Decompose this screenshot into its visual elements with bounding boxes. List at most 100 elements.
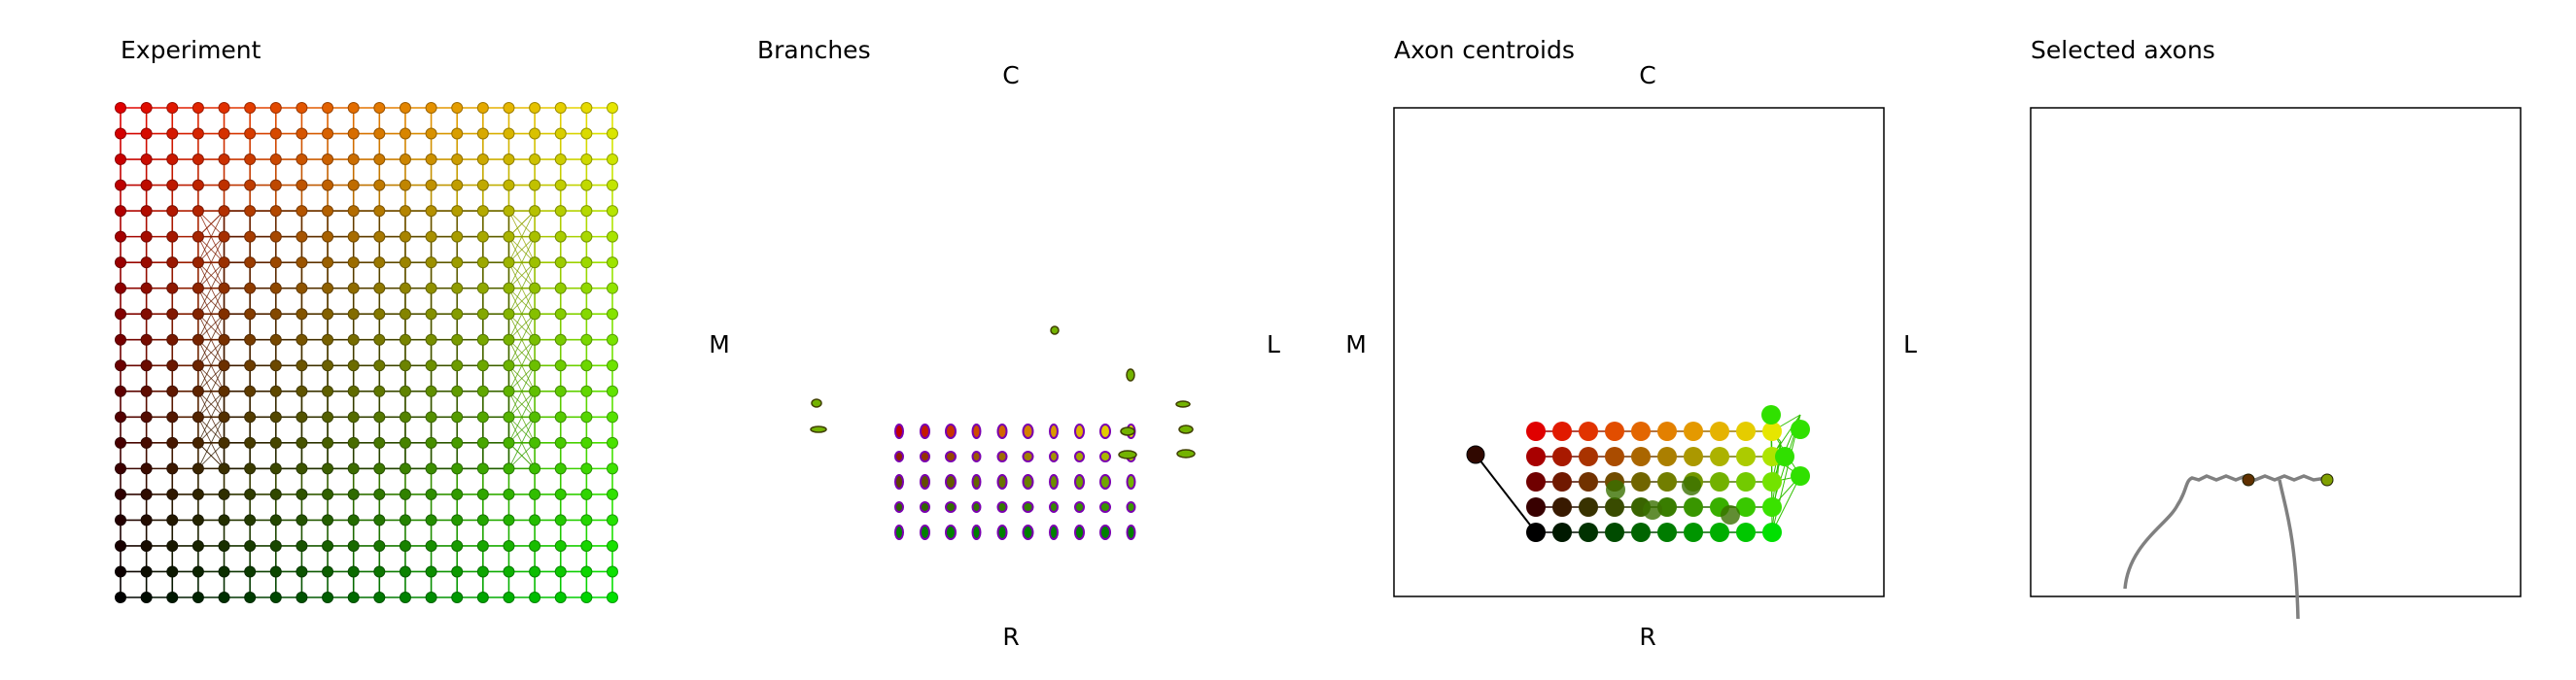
- grid-point: [399, 230, 411, 243]
- grid-point: [296, 488, 308, 500]
- branches-label-right: L: [1267, 330, 1280, 358]
- grid-point: [373, 592, 386, 603]
- grid-point: [166, 385, 179, 397]
- grid-point: [554, 102, 567, 114]
- grid-point: [115, 359, 126, 372]
- grid-point: [191, 205, 204, 218]
- grid-point: [373, 539, 386, 552]
- grid-point: [140, 514, 153, 527]
- grid-point: [347, 102, 360, 114]
- grid-point: [399, 436, 411, 449]
- branches-label-bottom: R: [1002, 623, 1019, 651]
- branch-blob-extra: [1176, 449, 1196, 459]
- grid-point: [373, 282, 386, 294]
- centroid-point: [1631, 447, 1651, 466]
- cross-link-right: [508, 236, 536, 289]
- centroid-point: [1526, 447, 1546, 466]
- grid-point: [399, 565, 411, 578]
- centroid-point: [1579, 422, 1598, 441]
- centroid-outlier-link: [1475, 454, 1537, 533]
- grid-point: [347, 411, 360, 424]
- grid-point: [347, 230, 360, 243]
- grid-point: [580, 153, 593, 166]
- centroid-point: [1579, 523, 1598, 542]
- grid-point: [425, 127, 437, 140]
- grid-point: [322, 127, 334, 140]
- grid-point: [140, 436, 153, 449]
- grid-point: [425, 359, 437, 372]
- grid-point: [373, 462, 386, 475]
- centroid-point: [1736, 472, 1756, 492]
- grid-point: [347, 179, 360, 191]
- grid-point: [296, 592, 308, 603]
- grid-point: [451, 514, 464, 527]
- grid-point: [373, 205, 386, 218]
- grid-point: [373, 256, 386, 269]
- centroid-point: [1552, 447, 1572, 466]
- grid-point: [322, 539, 334, 552]
- branch-blob: [996, 424, 1008, 439]
- grid-point: [476, 308, 489, 321]
- grid-point: [322, 333, 334, 346]
- grid-point: [476, 333, 489, 346]
- branch-blob: [894, 474, 904, 490]
- branch-blob: [894, 525, 904, 540]
- grid-point: [607, 256, 618, 269]
- grid-point: [269, 205, 282, 218]
- grid-point: [322, 256, 334, 269]
- grid-point: [399, 153, 411, 166]
- grid-point: [580, 282, 593, 294]
- grid-point: [373, 385, 386, 397]
- grid-point: [451, 539, 464, 552]
- grid-point: [269, 256, 282, 269]
- grid-point: [607, 230, 618, 243]
- grid-point: [322, 385, 334, 397]
- branch-blob: [894, 451, 904, 462]
- centroid-point-extra: [1682, 476, 1701, 495]
- grid-point: [296, 308, 308, 321]
- grid-point: [425, 256, 437, 269]
- grid-point: [476, 205, 489, 218]
- grid-point: [191, 153, 204, 166]
- grid-point: [554, 205, 567, 218]
- branch-blob: [920, 474, 930, 490]
- cross-link-left: [197, 442, 225, 469]
- grid-point: [607, 282, 618, 294]
- grid-point: [322, 514, 334, 527]
- grid-point: [373, 565, 386, 578]
- grid-point: [140, 411, 153, 424]
- grid-point: [373, 127, 386, 140]
- grid-point: [607, 565, 618, 578]
- branches-plot: [810, 325, 1196, 540]
- grid-point: [373, 436, 386, 449]
- branch-blob: [1049, 501, 1059, 513]
- branch-blob: [1074, 451, 1085, 462]
- cross-link-left: [197, 261, 225, 315]
- grid-point: [607, 488, 618, 500]
- grid-point: [607, 127, 618, 140]
- grid-point: [503, 514, 515, 527]
- grid-point: [244, 127, 257, 140]
- centroid-point: [1579, 447, 1598, 466]
- grid-point: [347, 462, 360, 475]
- centroid-point: [1657, 497, 1677, 517]
- branch-blob-extra: [1175, 400, 1191, 408]
- centroid-point: [1526, 472, 1546, 492]
- grid-point: [115, 282, 126, 294]
- grid-point: [140, 230, 153, 243]
- grid-point: [296, 565, 308, 578]
- grid-point: [451, 411, 464, 424]
- cross-link-left: [197, 365, 225, 418]
- centroid-fan-link: [1771, 475, 1801, 533]
- grid-point: [218, 436, 230, 449]
- grid-point: [166, 230, 179, 243]
- centroid-point-extra: [1791, 466, 1810, 486]
- centroid-point: [1552, 497, 1572, 517]
- grid-point: [503, 153, 515, 166]
- centroid-point: [1657, 472, 1677, 492]
- grid-point: [476, 514, 489, 527]
- grid-point: [244, 514, 257, 527]
- grid-point: [399, 205, 411, 218]
- grid-point: [399, 127, 411, 140]
- grid-point: [296, 205, 308, 218]
